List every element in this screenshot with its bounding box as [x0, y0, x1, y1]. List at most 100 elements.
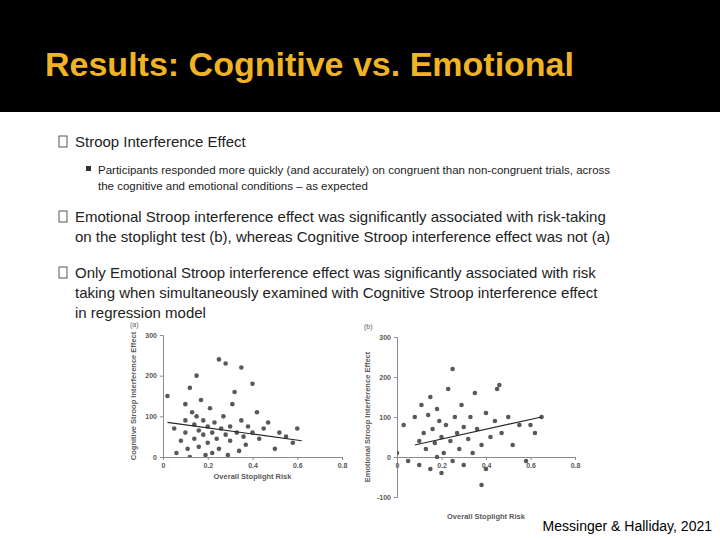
scatter-point — [435, 455, 440, 460]
bullet-icon — [59, 136, 67, 147]
scatter-point — [183, 402, 188, 407]
scatter-point — [461, 425, 466, 430]
scatter-point — [290, 440, 295, 445]
scatter-point — [217, 357, 222, 362]
scatter-point — [428, 467, 433, 472]
y-tick-mark — [160, 335, 163, 336]
scatter-point — [179, 438, 184, 443]
scatter-point — [459, 403, 464, 408]
trend-line — [415, 417, 542, 445]
scatter-point — [165, 394, 170, 399]
x-tick-label: 0.6 — [526, 462, 536, 469]
y-tick-mark — [160, 457, 163, 458]
scatter-point — [230, 402, 235, 407]
scatter-point — [185, 447, 190, 452]
y-axis-line — [160, 336, 164, 458]
scatter-point — [194, 414, 199, 419]
scatter-point — [468, 415, 473, 420]
y-tick-label: 100 — [379, 414, 391, 421]
y-tick: -100 — [377, 494, 397, 501]
x-axis: 00.20.40.60.8 — [396, 457, 581, 469]
y-tick-label: 0 — [387, 454, 391, 461]
scatter-point — [421, 431, 426, 436]
scatter-point — [239, 418, 244, 423]
x-tick: 0.6 — [293, 457, 303, 469]
sub-bullet-icon — [86, 166, 91, 171]
scatter-point — [448, 439, 453, 444]
chart: 010020030000.20.40.60.8(a)Overall Stopli… — [129, 321, 347, 481]
y-tick-label: 0 — [153, 454, 157, 461]
y-tick-label: 300 — [379, 334, 391, 341]
slide: Results: Cognitive vs. EmotionalStroop I… — [0, 0, 720, 540]
x-tick-label: 0 — [162, 462, 166, 469]
scatter-point — [430, 427, 435, 432]
scatter-point — [426, 413, 431, 418]
y-tick-label: -100 — [377, 494, 391, 501]
sub-bullet-text: the cognitive and emotional conditions –… — [98, 180, 368, 192]
y-tick-label: 200 — [379, 374, 391, 381]
x-tick: 0 — [396, 457, 400, 469]
scatter-point — [201, 432, 206, 437]
header-band — [0, 0, 720, 112]
scatter-point — [197, 428, 202, 433]
scatter-point — [223, 432, 228, 437]
y-tick-label: 100 — [145, 413, 157, 420]
x-tick-label: 0.2 — [203, 462, 213, 469]
scatter-point — [205, 440, 210, 445]
scatter-point — [203, 453, 208, 457]
scatter-point — [499, 431, 504, 436]
scatter-point — [406, 459, 411, 464]
scatter-point — [295, 426, 300, 431]
scatter-point — [172, 426, 177, 431]
scatter-point — [453, 415, 458, 420]
y-tick-mark — [394, 377, 397, 378]
y-tick: 300 — [145, 332, 163, 339]
scatter-point — [450, 459, 455, 464]
x-axis-title: Overall Stoplight Risk — [447, 512, 526, 521]
y-tick: 0 — [153, 454, 163, 461]
x-tick: 0.8 — [571, 457, 581, 469]
scatter-point — [183, 430, 188, 435]
x-tick-mark — [531, 457, 532, 460]
scatter-point — [497, 383, 502, 388]
y-tick: 300 — [379, 334, 397, 341]
scatter-point — [484, 467, 489, 472]
scatter-point — [250, 382, 255, 387]
scatter-point — [241, 434, 246, 439]
scatter-point — [192, 436, 197, 441]
scatter-point — [221, 414, 226, 419]
x-tick-mark — [208, 457, 209, 460]
scatter-point — [419, 403, 424, 408]
scatter-point — [506, 415, 511, 420]
scatter-point — [261, 426, 266, 431]
scatter-point — [212, 420, 217, 425]
scatter-point — [524, 459, 529, 464]
y-axis-line — [394, 338, 398, 498]
scatter-point — [417, 463, 422, 468]
scatter-point — [174, 451, 179, 456]
scatter-point — [210, 451, 215, 456]
scatter-point — [237, 449, 242, 454]
scatter-point — [214, 436, 219, 441]
scatter-point — [528, 423, 533, 428]
scatter-point — [277, 430, 282, 435]
scatter-point — [488, 435, 493, 440]
scatter-point — [417, 439, 422, 444]
scatter-point — [190, 410, 195, 415]
x-axis-line — [164, 458, 343, 461]
y-tick: 200 — [379, 374, 397, 381]
trend-line — [167, 422, 301, 440]
scatter-point — [197, 445, 202, 450]
scatter-point — [493, 419, 498, 424]
y-tick-label: 300 — [145, 332, 157, 339]
scatter-point — [273, 447, 278, 452]
x-tick-label: 0.2 — [437, 462, 447, 469]
scatter-point — [441, 451, 446, 456]
scatter-point — [232, 390, 237, 395]
scatter-point — [228, 424, 233, 429]
scatter-point — [257, 436, 262, 441]
scatter-point — [450, 367, 455, 372]
scatter-point — [226, 453, 231, 457]
y-tick-mark — [394, 497, 397, 498]
scatter-point — [457, 447, 462, 452]
